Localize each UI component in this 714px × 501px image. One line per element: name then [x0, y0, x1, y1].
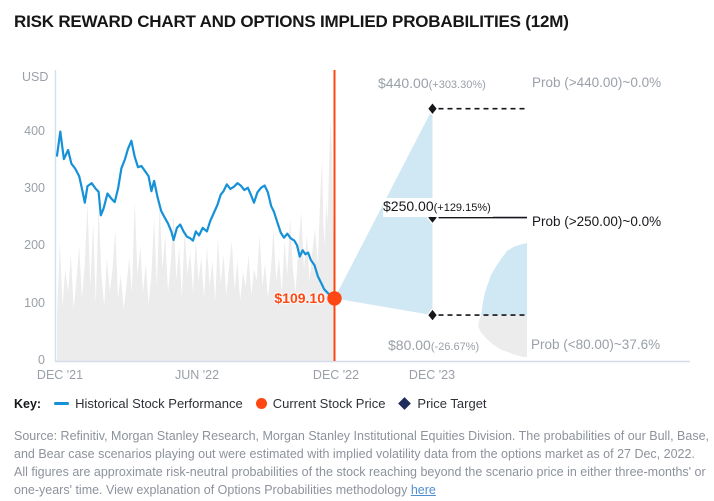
legend-item-price-target: Price Target [398, 396, 487, 411]
historical-price-line [55, 130, 336, 300]
legend-item-historical: Historical Stock Performance [54, 396, 243, 411]
bear-target-price: $80.00 [388, 337, 431, 353]
bull-target-label: $440.00(+303.30%) [378, 75, 486, 93]
x-tick-jun22: JUN '22 [174, 368, 220, 382]
price-target-diamond-80 [426, 307, 439, 323]
bull-probability-label: Prob (>440.00)~0.0% [532, 75, 662, 90]
y-axis-unit-label: USD [22, 70, 49, 84]
y-tick-0: 0 [38, 353, 45, 367]
bull-target-pct: (+303.30%) [428, 79, 486, 91]
dot-swatch-icon [255, 398, 267, 409]
bull-target-price: $440.00 [378, 75, 429, 91]
base-target-pct: (+129.15%) [433, 202, 491, 214]
base-target-label: $250.00(+129.15%) [383, 198, 493, 217]
methodology-link[interactable]: here [410, 483, 436, 497]
y-tick-200: 200 [24, 238, 45, 252]
implied-distribution-below [478, 315, 527, 357]
x-tick-dec21: DEC '21 [36, 368, 84, 382]
price-target-diamond-440 [426, 101, 439, 116]
bear-target-label: $80.00(-26.67%) [388, 337, 479, 355]
page-title: RISK REWARD CHART AND OPTIONS IMPLIED PR… [14, 12, 569, 31]
legend-item-label: Price Target [417, 396, 487, 411]
y-tick-400: 400 [24, 124, 45, 138]
line-swatch-icon [54, 402, 70, 405]
bear-probability-label: Prob (<80.00)~37.6% [531, 337, 661, 352]
implied-distribution-above [480, 242, 527, 316]
legend-key-label: Key: [14, 396, 42, 411]
x-tick-dec23: DEC '23 [408, 368, 456, 382]
legend-item-current-price: Current Stock Price [255, 396, 386, 411]
diamond-swatch-icon [398, 397, 412, 410]
volume-silhouette-area [57, 120, 335, 361]
chart-legend: Key: Historical Stock Performance Curren… [14, 396, 487, 411]
current-price-dot [327, 291, 342, 306]
legend-item-label: Current Stock Price [272, 396, 386, 411]
y-tick-100: 100 [24, 296, 45, 310]
x-tick-dec22: DEC '22 [312, 368, 360, 382]
source-text: Source: Refinitiv, Morgan Stanley Resear… [14, 429, 710, 497]
current-price-label: $109.10 [274, 290, 325, 306]
base-target-price: $250.00 [383, 198, 434, 214]
bear-target-pct: (-26.67%) [430, 341, 480, 353]
base-probability-label: Prob (>250.00)~0.0% [532, 214, 662, 229]
legend-item-label: Historical Stock Performance [75, 396, 243, 411]
y-tick-300: 300 [24, 181, 45, 195]
source-note: Source: Refinitiv, Morgan Stanley Resear… [14, 427, 710, 499]
